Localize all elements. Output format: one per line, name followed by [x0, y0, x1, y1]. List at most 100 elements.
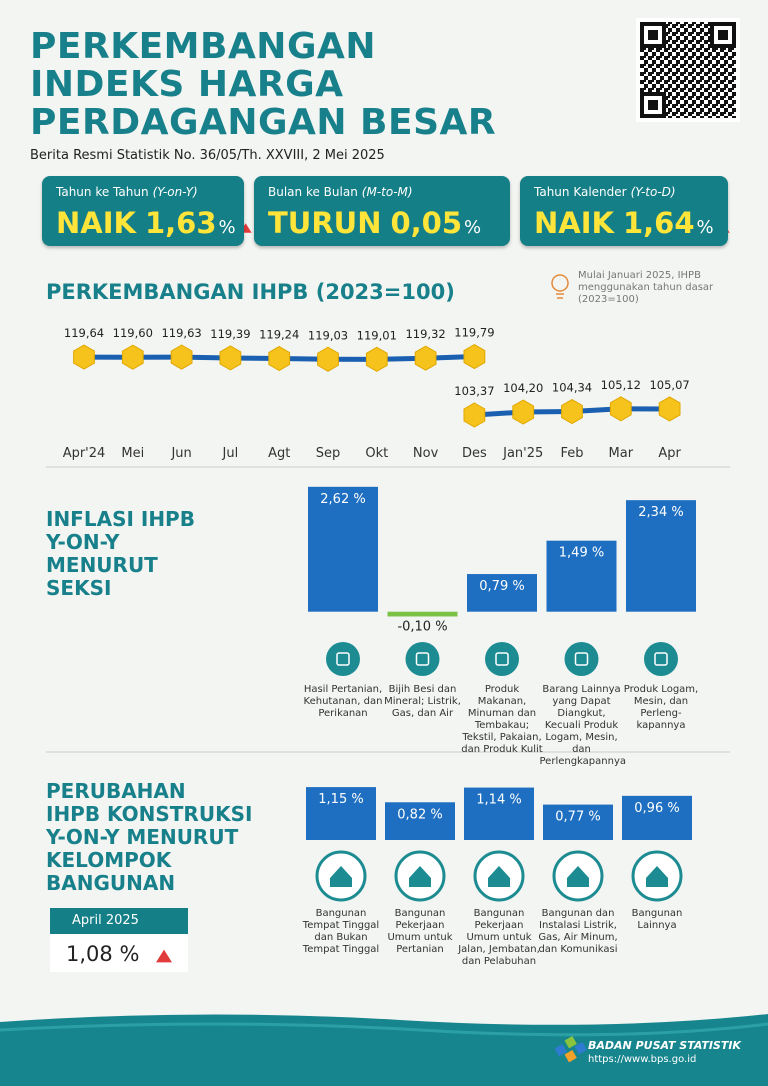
data-label: 0,82 %: [397, 807, 442, 822]
total-value: 1,08 %: [66, 942, 139, 966]
data-label: 119,63: [161, 326, 201, 340]
category-icon-glyph: [415, 652, 430, 666]
point-marker: [414, 345, 437, 371]
category-label: Bangunan Lainnya: [631, 908, 683, 931]
data-label: 1,15 %: [318, 792, 363, 807]
total-unit: %: [119, 942, 140, 966]
total-period: April 2025: [72, 913, 139, 928]
x-tick-label: Jun: [170, 446, 191, 461]
bar: [543, 804, 613, 840]
category-icon: [485, 642, 519, 676]
data-label: 105,12: [601, 378, 641, 392]
category-icon-glyph: [654, 652, 668, 666]
x-tick-label: Jul: [222, 446, 239, 461]
point-marker: [561, 398, 583, 425]
summary-label: Tahun Kalender (Y-to-D): [534, 185, 676, 199]
data-label: 119,01: [357, 328, 397, 342]
summary-value: NAIK 1,64%: [534, 206, 714, 240]
data-label: 105,07: [649, 378, 689, 392]
point-marker: [219, 345, 242, 371]
category-icon-glyph: [495, 652, 509, 666]
data-label: 103,37: [454, 384, 494, 398]
bps-logo: [554, 1036, 587, 1063]
chart-title: PERKEMBANGAN IHPB (2023=100): [46, 280, 455, 304]
category-label: Produk Logam, Mesin, dan Perleng-kapanny…: [623, 684, 699, 731]
point-marker: [512, 399, 535, 425]
category-label: Bangunan Pekerjaan Umum untuk Pertanian: [387, 908, 453, 955]
title-line: INDEKS HARGA: [30, 64, 344, 105]
data-label: 119,39: [210, 327, 250, 341]
title-line: PERKEMBANGAN: [30, 26, 376, 67]
chart-title-line: KELOMPOK: [46, 848, 172, 872]
bar: [464, 787, 534, 840]
category-label: Produk Makanan, Minuman dan Tembakau; Te…: [461, 684, 543, 755]
summary-box: Tahun ke Tahun (Y-on-Y) NAIK 1,63%: [42, 176, 244, 246]
x-tick-label: Nov: [413, 446, 439, 461]
chart-title-line: INFLASI IHPB: [46, 507, 195, 531]
bar: [622, 795, 692, 840]
data-label: 119,79: [454, 326, 494, 340]
data-label: 119,03: [308, 328, 348, 342]
bulb-icon: [551, 274, 569, 299]
chart-title-line: PERUBAHAN: [46, 779, 186, 803]
data-label: 104,20: [503, 381, 543, 395]
summary-number: 0,05: [390, 206, 463, 240]
bar: [385, 802, 455, 840]
bar: [546, 540, 617, 612]
title-line: PERDAGANGAN BESAR: [30, 102, 497, 143]
data-label: 0,77 %: [555, 810, 600, 825]
point-marker: [463, 343, 486, 370]
subtitle: Berita Resmi Statistik No. 36/05/Th. XXV…: [30, 148, 385, 163]
summary-label-italic: (M-to-M): [361, 185, 413, 199]
annotation: Mulai Januari 2025, IHPB menggunakan tah…: [578, 270, 714, 305]
data-label: 119,64: [64, 326, 104, 340]
summary-label-italic: (Y-on-Y): [152, 185, 198, 199]
data-label: 1,49 %: [559, 546, 604, 561]
trend-up: [156, 949, 172, 963]
summary-direction: NAIK: [534, 206, 614, 240]
summary-direction: NAIK: [56, 206, 136, 240]
point-marker: [170, 344, 193, 370]
summary-box: Bulan ke Bulan (M-to-M) TURUN 0,05%: [254, 176, 510, 246]
category-label: Barang Lainnya yang Dapat Diangkut, Kecu…: [539, 684, 627, 767]
data-label: 0,96 %: [634, 801, 679, 816]
chart-title-line: BANGUNAN: [46, 871, 176, 895]
summary-label-text: Tahun Kalender: [534, 185, 627, 199]
x-tick-label: Apr'24: [63, 446, 106, 461]
summary-label-italic: (Y-to-D): [630, 185, 676, 199]
data-label: 0,79 %: [479, 579, 524, 594]
data-label: 2,34 %: [638, 505, 683, 520]
summary-number: 1,64: [622, 206, 695, 240]
point-marker: [609, 396, 632, 422]
summary-number: 1,63: [144, 206, 217, 240]
summary-label: Tahun ke Tahun (Y-on-Y): [56, 185, 198, 199]
footer-org: BADAN PUSAT STATISTIK: [588, 1039, 741, 1052]
bar: [626, 500, 696, 612]
summary-direction: TURUN: [268, 206, 382, 240]
category-icon: [564, 642, 599, 676]
point-marker: [658, 396, 681, 422]
data-label: 119,24: [259, 328, 299, 342]
point-marker: [268, 345, 291, 372]
category-icon-glyph: [488, 866, 510, 887]
bar: [308, 486, 378, 612]
point-marker: [365, 346, 388, 372]
summary-box: Tahun Kalender (Y-to-D) NAIK 1,64%: [520, 176, 728, 246]
x-tick-label: Okt: [365, 446, 388, 461]
category-icon-glyph: [567, 866, 589, 887]
data-label: 104,34: [552, 381, 592, 395]
category-label: Bijih Besi dan Mineral; Listrik, Gas, da…: [384, 684, 461, 719]
summary-unit: %: [218, 217, 236, 238]
x-tick-label: Jan'25: [502, 446, 543, 461]
category-icon: [326, 642, 360, 676]
summary-value: NAIK 1,63%: [56, 206, 236, 240]
category-icon-glyph: [330, 866, 352, 887]
summary-label-text: Tahun ke Tahun: [56, 185, 149, 199]
x-tick-label: Apr: [658, 446, 681, 461]
summary-label-text: Bulan ke Bulan: [268, 185, 358, 199]
qr-code: [636, 18, 740, 122]
chart-title-line: Y-ON-Y: [46, 530, 120, 554]
x-tick-label: Mar: [609, 446, 634, 461]
category-label: Bangunan Pekerjaan Umum untuk Jalan, Jem…: [458, 908, 540, 967]
